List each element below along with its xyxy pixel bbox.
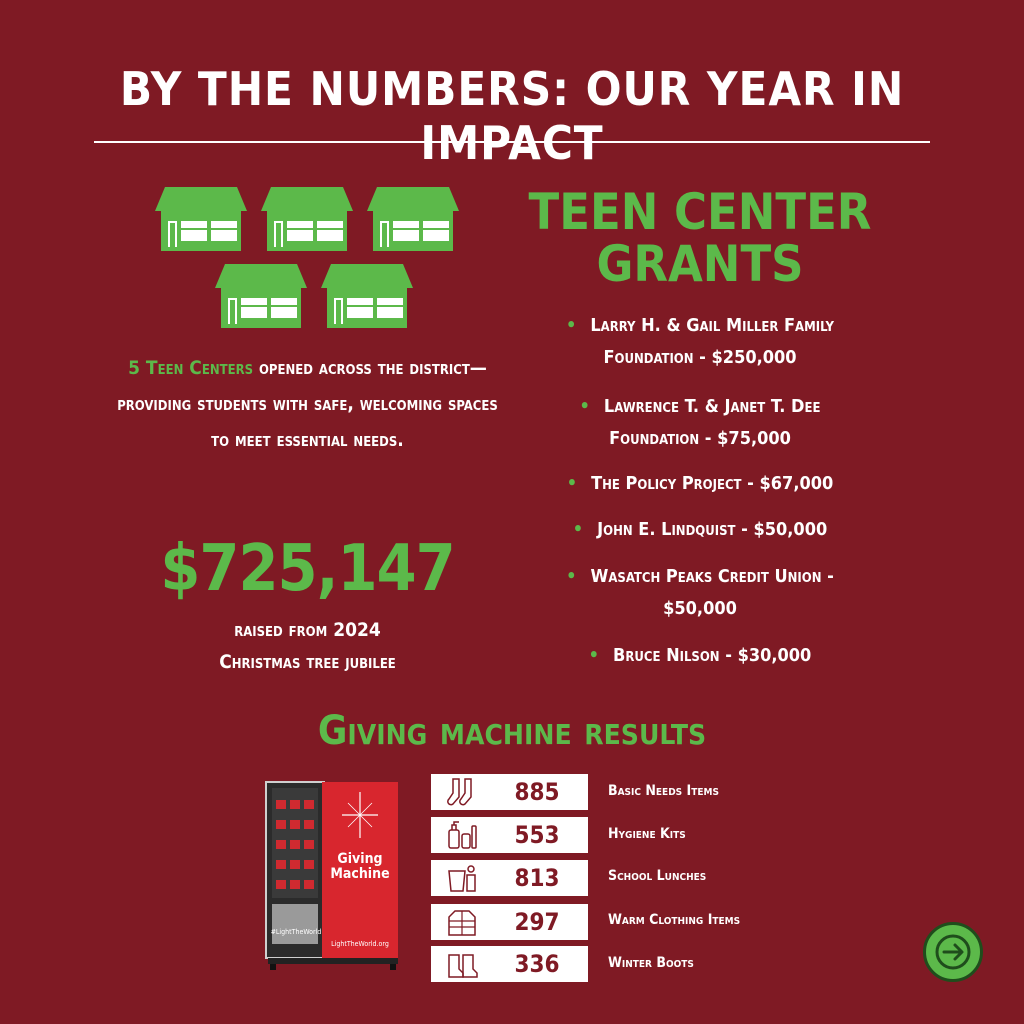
house-icon [261, 185, 353, 251]
machine-hashtag: #LightTheWorld [270, 928, 322, 936]
title-divider [94, 141, 930, 143]
grants-title-line1: TEEN CENTER [528, 183, 872, 241]
grant-item: • Wasatch Peaks Credit Union - $50,000 [566, 566, 834, 619]
teen-centers-description: 5 Teen Centers opened across the distric… [110, 350, 505, 458]
grant-item: • Lawrence T. & Janet T. Dee Foundation -… [579, 396, 821, 449]
result-value: 553 [514, 821, 560, 849]
result-label: Hygiene Kits [608, 826, 686, 842]
bullet-icon: • [566, 566, 577, 587]
bullet-icon: • [579, 396, 590, 417]
result-row: 553 [431, 817, 588, 853]
teen-centers-text: opened across the district—providing stu… [117, 357, 498, 451]
bullet-icon: • [566, 473, 578, 494]
result-label: Warm Clothing Items [608, 912, 741, 928]
bullet-icon: • [565, 315, 577, 336]
result-label: Basic Needs Items [608, 783, 719, 799]
bullet-icon: • [572, 519, 584, 540]
bullet-icon: • [588, 645, 600, 666]
amount-caption-line2: Christmas tree jubilee [219, 651, 396, 673]
amount-raised-caption: raised from 2024 Christmas tree jubilee [110, 614, 505, 678]
grants-title-line2: GRANTS [596, 235, 804, 293]
teen-center-houses-graphic [150, 185, 460, 335]
house-icon [155, 185, 247, 251]
result-row: 297 [431, 904, 588, 940]
result-value: 336 [514, 950, 560, 978]
next-button[interactable] [923, 922, 983, 982]
jacket-icon [448, 910, 476, 936]
grants-title: TEEN CENTER GRANTS [520, 186, 880, 290]
result-value: 885 [514, 778, 560, 806]
arrow-right-icon [935, 934, 971, 970]
house-icon [215, 262, 307, 328]
grant-item: • Bruce Nilson - $30,000 [588, 645, 812, 666]
machine-label: Giving Machine [330, 851, 390, 882]
result-row: 885 [431, 774, 588, 810]
page-title: BY THE NUMBERS: OUR YEAR IN IMPACT [119, 62, 905, 170]
result-label: Winter Boots [608, 955, 694, 971]
giving-machine-image: Giving Machine #LightTheWorld LightTheWo… [262, 778, 402, 974]
teen-centers-count: 5 Teen Centers [128, 357, 254, 379]
house-icon [367, 185, 459, 251]
giving-machine-title: Giving machine results [317, 708, 707, 754]
grant-item: • Larry H. & Gail Miller Family Foundatio… [565, 315, 834, 368]
result-label: School Lunches [608, 868, 707, 884]
house-icon [321, 262, 413, 328]
grant-item: • John E. Lindquist - $50,000 [572, 519, 828, 540]
lunch-bag-icon [448, 865, 476, 892]
result-value: 813 [514, 864, 560, 892]
result-row: 336 [431, 946, 588, 982]
boots-icon [448, 954, 478, 978]
result-row: 813 [431, 860, 588, 896]
hygiene-kit-icon [448, 821, 477, 849]
result-value: 297 [514, 908, 560, 936]
socks-icon [447, 778, 472, 806]
amount-caption-line1: raised from 2024 [234, 619, 381, 641]
amount-raised: $725,147 [160, 532, 455, 606]
machine-site: LightTheWorld.org [331, 940, 389, 948]
grant-item: • The Policy Project - $67,000 [566, 473, 834, 494]
